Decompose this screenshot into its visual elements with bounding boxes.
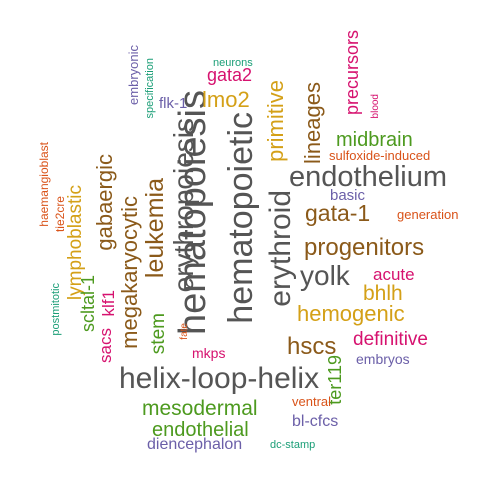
word-primitive: primitive	[263, 80, 288, 162]
word-yolk: yolk	[300, 260, 350, 291]
word-megakaryocytic: megakaryocytic	[117, 196, 142, 349]
word-helix-loop-helix: helix-loop-helix	[119, 362, 320, 395]
word-progenitors: progenitors	[304, 234, 425, 261]
word-embryos: embryos	[356, 351, 410, 367]
word-bhlh: bhlh	[363, 282, 403, 305]
word-embryonic: embryonic	[126, 45, 141, 105]
word-dc-stamp: dc-stamp	[270, 439, 316, 451]
word-fate: fate	[179, 323, 190, 340]
word-leukemia: leukemia	[141, 178, 169, 279]
word-lineages: lineages	[300, 82, 325, 164]
word-sacs: sacs	[96, 328, 115, 363]
word-erythroid: erythroid	[264, 190, 297, 307]
word-stem: stem	[148, 313, 169, 355]
word-generation: generation	[397, 207, 459, 222]
word-hemogenic: hemogenic	[297, 301, 405, 326]
word-diencephalon: diencephalon	[147, 436, 243, 453]
word-ventral: ventral	[292, 394, 332, 409]
word-basic: basic	[330, 187, 366, 204]
word-gata-1: gata-1	[305, 200, 371, 226]
word-postmitotic: postmitotic	[50, 283, 62, 336]
word-definitive: definitive	[353, 329, 428, 350]
word-midbrain: midbrain	[336, 129, 413, 151]
word-scltal-1: scltal-1	[78, 275, 98, 333]
word-klf1: klf1	[99, 290, 118, 317]
word-endothelium: endothelium	[289, 161, 447, 193]
word-hscs: hscs	[287, 333, 337, 360]
word-specification: specification	[144, 58, 156, 119]
word-lmo2: lmo2	[202, 87, 250, 112]
word-gata2: gata2	[207, 65, 253, 85]
word-erythropoiesis: erythropoiesis	[168, 118, 199, 293]
word-precursors: precursors	[342, 30, 362, 116]
word-haemangioblast: haemangioblast	[37, 142, 51, 227]
word-mesodermal: mesodermal	[142, 397, 258, 420]
word-neurons: neurons	[213, 57, 253, 69]
word-acute: acute	[373, 265, 415, 284]
word-bl-cfcs: bl-cfcs	[292, 413, 339, 430]
word-gabaergic: gabaergic	[92, 154, 117, 251]
word-tie2cre: tie2cre	[53, 196, 67, 233]
word-flk-1: flk-1	[159, 95, 188, 112]
word-hematopoietic: hematopoietic	[222, 112, 260, 324]
word-mkps: mkps	[192, 345, 226, 361]
word-endothelial: endothelial	[152, 419, 249, 441]
word-sulfoxide-induced: sulfoxide-induced	[329, 148, 431, 163]
word-blood: blood	[370, 94, 381, 119]
